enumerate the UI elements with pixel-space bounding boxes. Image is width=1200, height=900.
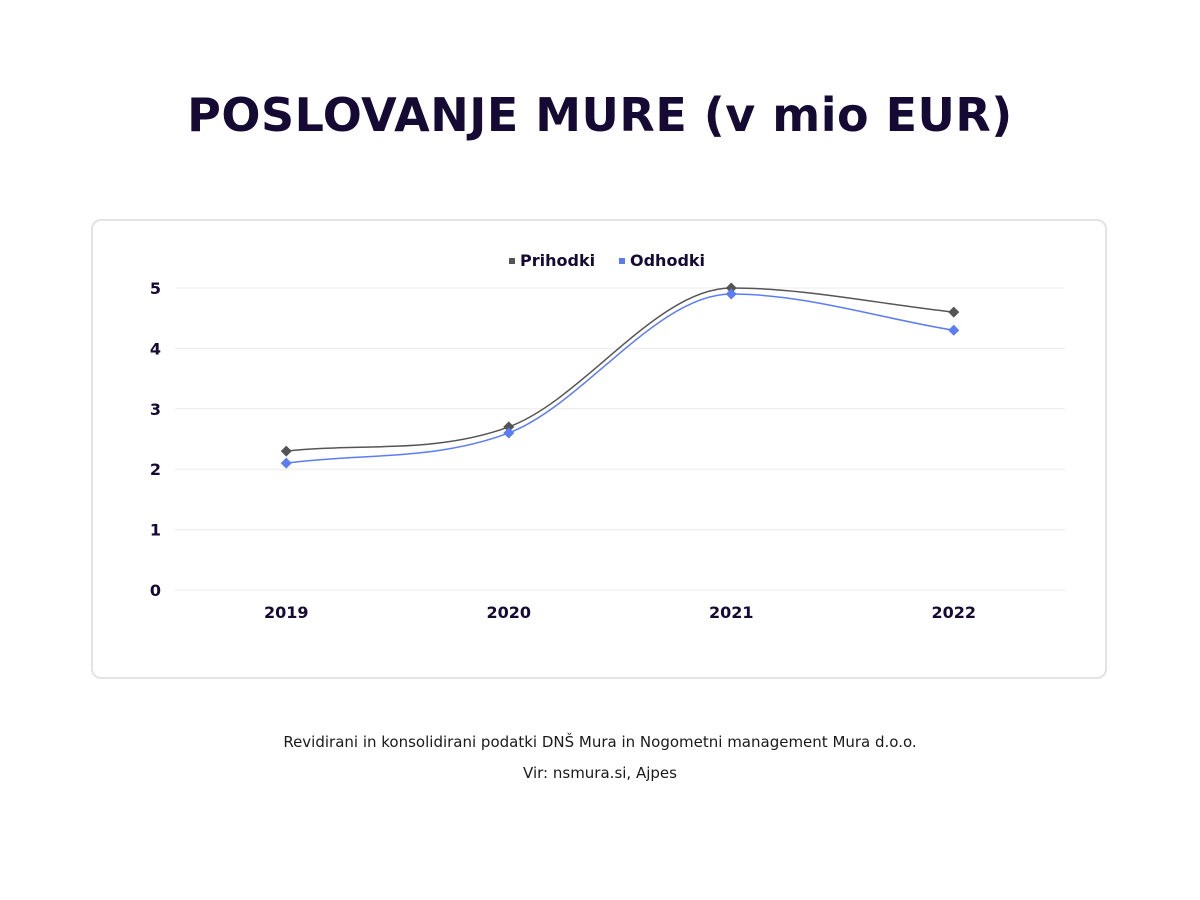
y-tick-label: 4 bbox=[150, 339, 161, 358]
data-point-odhodki bbox=[725, 288, 737, 300]
x-tick-label: 2019 bbox=[264, 603, 309, 622]
data-point-odhodki bbox=[280, 457, 292, 469]
source-note: Vir: nsmura.si, Ajpes bbox=[523, 764, 677, 782]
data-point-prihodki bbox=[280, 445, 292, 457]
legend-label-prihodki: Prihodki bbox=[520, 251, 595, 270]
x-tick-label: 2021 bbox=[709, 603, 754, 622]
y-tick-label: 1 bbox=[150, 521, 161, 540]
data-point-odhodki bbox=[948, 324, 960, 336]
data-point-prihodki bbox=[725, 282, 737, 294]
series-line-prihodki bbox=[286, 287, 954, 452]
series-line-odhodki bbox=[286, 293, 954, 464]
legend-marker-prihodki bbox=[509, 258, 515, 264]
x-tick-label: 2020 bbox=[486, 603, 531, 622]
data-point-prihodki bbox=[948, 306, 960, 318]
legend-label-odhodki: Odhodki bbox=[630, 251, 705, 270]
y-tick-label: 3 bbox=[150, 400, 161, 419]
y-tick-label: 2 bbox=[150, 460, 161, 479]
page-title: POSLOVANJE MURE (v mio EUR) bbox=[187, 88, 1013, 142]
legend-marker-odhodki bbox=[619, 258, 625, 264]
x-tick-label: 2022 bbox=[931, 603, 976, 622]
y-tick-label: 0 bbox=[150, 581, 161, 600]
data-point-prihodki bbox=[503, 421, 515, 433]
data-point-odhodki bbox=[503, 427, 515, 439]
footnote: Revidirani in konsolidirani podatki DNŠ … bbox=[283, 733, 917, 751]
y-tick-label: 5 bbox=[150, 279, 161, 298]
chart-card: 0 1 2 3 4 5 2019 2020 2021 2022 Prihodki Odhodki bbox=[91, 219, 1107, 679]
line-chart: 0 1 2 3 4 5 2019 2020 2021 2022 Prihodki Odhodki bbox=[150, 251, 1065, 622]
